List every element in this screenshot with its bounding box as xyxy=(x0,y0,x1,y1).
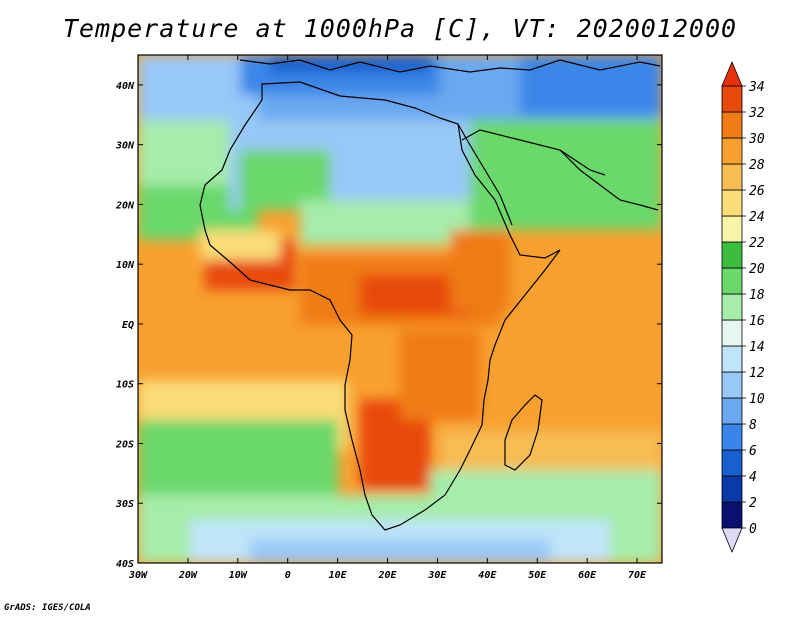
field-east-africa xyxy=(450,230,510,310)
x-tick-label: 50E xyxy=(528,570,547,581)
colorbar-label: 12 xyxy=(749,366,765,381)
colorbar-label: 16 xyxy=(749,314,765,329)
y-tick-label: 10S xyxy=(116,380,134,391)
map-frame xyxy=(137,54,663,564)
y-tick-label: 30S xyxy=(115,499,134,510)
x-tick-label: 30E xyxy=(427,570,447,581)
colorbar-swatch xyxy=(721,449,743,477)
colorbar-swatch xyxy=(721,163,743,191)
x-tick-label: 20W xyxy=(178,570,198,581)
colorbar-label: 14 xyxy=(749,340,765,355)
x-tick-label: 0 xyxy=(285,570,291,581)
europe-coast xyxy=(239,59,661,73)
colorbar-swatch xyxy=(721,397,743,425)
field-zambia xyxy=(400,330,480,420)
field-southern-ocean-cold xyxy=(250,540,550,563)
field-ne-cold xyxy=(520,55,662,115)
colorbar-label: 24 xyxy=(749,210,765,225)
colorbar-label: 22 xyxy=(749,236,765,251)
grads-credit: GrADS: IGES/COLA xyxy=(4,603,91,613)
field-indian-subtropic xyxy=(440,430,662,470)
colorbar-label: 10 xyxy=(749,392,765,407)
axis-ticks: 30W 20W 10W 0 10E 20E 30E 40E 50E 60E 70E 40N 30N 20N… xyxy=(115,55,662,581)
colorbar-swatch xyxy=(721,111,743,139)
madagascar xyxy=(504,394,543,471)
colorbar-swatch xyxy=(721,501,743,529)
field-atlantic-green xyxy=(138,120,248,190)
colorbar-swatch xyxy=(721,345,743,373)
field-south-atlantic-green xyxy=(138,420,338,500)
colorbar-swatch xyxy=(721,189,743,217)
field-guinea-gulf xyxy=(200,230,280,260)
y-tick-label: 20S xyxy=(115,439,134,450)
colorbar-label: 32 xyxy=(748,106,765,121)
colorbar-under-triangle xyxy=(721,527,743,554)
x-tick-label: 30W xyxy=(128,570,148,581)
arabia-coast xyxy=(461,129,659,211)
colorbar-over-triangle xyxy=(721,60,743,87)
x-tick-label: 60E xyxy=(578,570,597,581)
colorbar-label: 0 xyxy=(749,522,757,537)
colorbar-label: 6 xyxy=(749,444,757,459)
colorbar-swatch xyxy=(721,371,743,399)
colorbar-swatch xyxy=(721,293,743,321)
colorbar-label: 18 xyxy=(749,288,765,303)
x-tick-label: 10E xyxy=(329,570,348,581)
colorbar-swatch xyxy=(721,423,743,451)
y-tick-label: EQ xyxy=(122,320,134,331)
coastlines xyxy=(199,59,661,531)
colorbar-label: 8 xyxy=(749,418,757,433)
field-europe-colder xyxy=(270,55,430,73)
colorbar-label: 30 xyxy=(748,132,765,147)
temperature-field xyxy=(138,55,662,563)
x-tick-label: 70E xyxy=(628,570,647,581)
x-tick-label: 20E xyxy=(377,570,397,581)
field-sahel-green xyxy=(300,200,470,245)
colorbar-swatch xyxy=(721,241,743,269)
colorbar-label: 2 xyxy=(749,496,757,511)
y-tick-label: 20N xyxy=(115,200,135,211)
colorbar-swatch xyxy=(721,137,743,165)
persian-gulf xyxy=(559,149,606,176)
colorbar-label: 28 xyxy=(749,158,765,173)
colorbar-label: 34 xyxy=(748,80,765,95)
y-tick-label: 40N xyxy=(116,81,135,92)
colorbar-swatch xyxy=(721,475,743,503)
y-tick-label: 40S xyxy=(116,559,134,570)
colorbar-swatch xyxy=(721,85,743,113)
map-title: Temperature at 1000hPa [C], VT: 20200120… xyxy=(62,14,738,43)
red-sea xyxy=(457,123,513,226)
colorbar-label: 20 xyxy=(749,262,765,277)
colorbar-swatch xyxy=(721,267,743,295)
africa-coastline xyxy=(199,81,561,531)
colorbar-label: 4 xyxy=(749,470,757,485)
x-tick-label: 10W xyxy=(229,570,248,581)
colorbar-swatch xyxy=(721,215,743,243)
y-tick-label: 10N xyxy=(116,260,135,271)
y-tick-label: 30N xyxy=(115,141,135,152)
field-arabia xyxy=(470,120,662,230)
colorbar-label: 26 xyxy=(749,184,765,199)
x-tick-label: 40E xyxy=(478,570,497,581)
colorbar-swatch xyxy=(721,319,743,347)
